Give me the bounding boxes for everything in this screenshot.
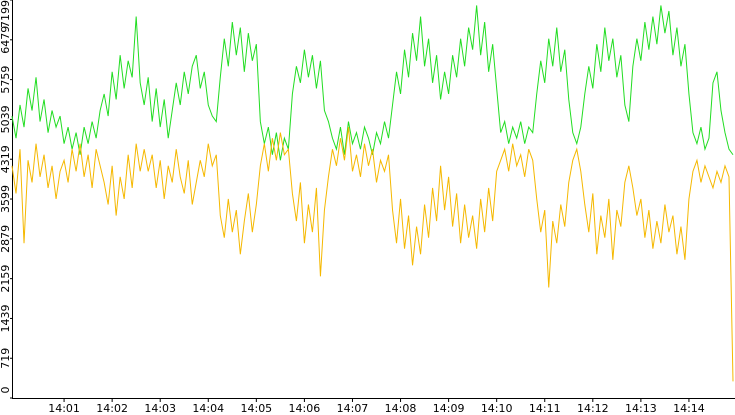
x-tick-label: 14:04 bbox=[192, 402, 224, 415]
y-tick-label: 5759 bbox=[0, 66, 12, 94]
y-tick-label: 7199 bbox=[0, 0, 12, 28]
y-tick-label: 1439 bbox=[0, 304, 12, 332]
x-tick-label: 14:10 bbox=[481, 402, 513, 415]
y-tick-label: 2159 bbox=[0, 265, 12, 293]
x-tick-label: 14:06 bbox=[289, 402, 321, 415]
x-tick-label: 14:07 bbox=[337, 402, 369, 415]
y-tick-label: 3599 bbox=[0, 185, 12, 213]
x-tick-label: 14:02 bbox=[96, 402, 128, 415]
x-tick-label: 14:03 bbox=[144, 402, 176, 415]
x-tick-label: 14:08 bbox=[385, 402, 417, 415]
y-tick-label: 5039 bbox=[0, 105, 12, 133]
y-tick-label: 719 bbox=[0, 348, 12, 369]
x-tick-label: 14:12 bbox=[577, 402, 609, 415]
y-tick-label: 0 bbox=[0, 387, 12, 394]
y-tick-label: 6479 bbox=[0, 26, 12, 54]
series-line bbox=[11, 5, 734, 161]
x-tick-label: 14:09 bbox=[433, 402, 465, 415]
x-tick-label: 14:13 bbox=[625, 402, 657, 415]
x-tick-label: 14:01 bbox=[48, 402, 80, 415]
y-tick-label: 2879 bbox=[0, 225, 12, 253]
x-tick-label: 14:11 bbox=[529, 402, 561, 415]
x-tick-label: 14:14 bbox=[673, 402, 705, 415]
y-tick-label: 4319 bbox=[0, 145, 12, 173]
series-line bbox=[11, 127, 734, 382]
x-tick-label: 14:05 bbox=[240, 402, 272, 415]
